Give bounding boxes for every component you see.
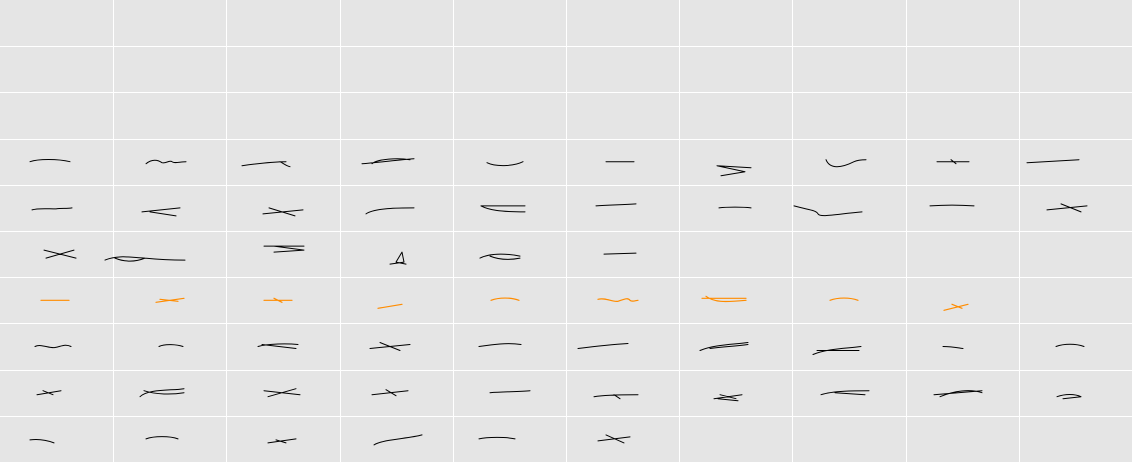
glyph-stroke: [480, 205, 526, 213]
highlighted-glyph-stroke: [155, 297, 185, 303]
glyph-stroke: [597, 434, 631, 444]
glyph-stroke: [577, 343, 629, 349]
glyph-stroke: [942, 346, 964, 349]
glyph-stroke: [1026, 159, 1080, 164]
glyph-stroke: [929, 204, 975, 207]
glyph-stroke: [262, 207, 304, 217]
glyph-strokes: [29, 158, 1088, 446]
glyph-stroke: [478, 436, 516, 440]
glyph-stroke: [936, 159, 970, 165]
glyph-stroke: [1055, 343, 1085, 347]
highlighted-glyph-stroke: [829, 297, 859, 301]
glyph-stroke: [43, 249, 77, 259]
glyph-stroke: [716, 165, 752, 177]
glyph-stroke: [1046, 203, 1088, 213]
glyph-stroke: [713, 394, 743, 402]
glyph-stroke: [36, 390, 62, 396]
glyph-stroke: [933, 390, 983, 398]
glyph-stroke: [145, 436, 179, 440]
glyph-stroke: [267, 438, 297, 444]
glyph-stroke: [1056, 393, 1082, 400]
highlighted-glyph-stroke: [597, 298, 639, 303]
glyph-stroke: [371, 389, 409, 397]
glyph-stroke: [29, 158, 71, 163]
glyph-stroke: [478, 343, 522, 347]
highlighted-glyph-stroke: [701, 295, 747, 303]
glyph-stroke: [263, 245, 305, 253]
glyph-stroke: [593, 394, 639, 400]
glyph-stroke: [241, 161, 291, 168]
glyph-stroke: [31, 207, 73, 211]
highlighted-glyph-stroke: [490, 297, 520, 301]
glyph-stroke: [812, 346, 862, 355]
glyph-stroke: [489, 390, 531, 394]
glyph-stroke: [718, 206, 752, 209]
glyph-stroke: [793, 205, 863, 217]
glyph-stroke: [820, 390, 870, 396]
glyph-stroke: [825, 159, 867, 168]
glyph-stroke: [479, 253, 521, 260]
highlighted-glyph-stroke: [263, 297, 293, 303]
glyph-stroke: [139, 388, 185, 398]
glyph-stroke: [373, 434, 423, 446]
glyph-stroke: [361, 158, 415, 165]
glyph-stroke: [145, 159, 187, 165]
glyph-stroke: [389, 251, 407, 265]
glyph-stroke: [141, 207, 181, 217]
glyph-stroke: [263, 388, 301, 398]
glyph-stroke: [699, 342, 749, 351]
glyph-stroke: [365, 207, 415, 215]
glyph-stroke: [369, 342, 411, 351]
glyph-stroke: [104, 256, 186, 262]
highlighted-glyph-stroke: [377, 303, 403, 309]
glyph-stroke: [486, 161, 524, 167]
glyph-stroke: [34, 344, 72, 349]
glyph-stroke: [595, 203, 637, 207]
glyph-stroke: [257, 343, 299, 349]
glyph-stroke: [158, 344, 184, 347]
glyph-stroke: [603, 252, 637, 255]
highlighted-glyph-stroke: [943, 303, 969, 311]
glyph-stroke: [29, 439, 55, 444]
